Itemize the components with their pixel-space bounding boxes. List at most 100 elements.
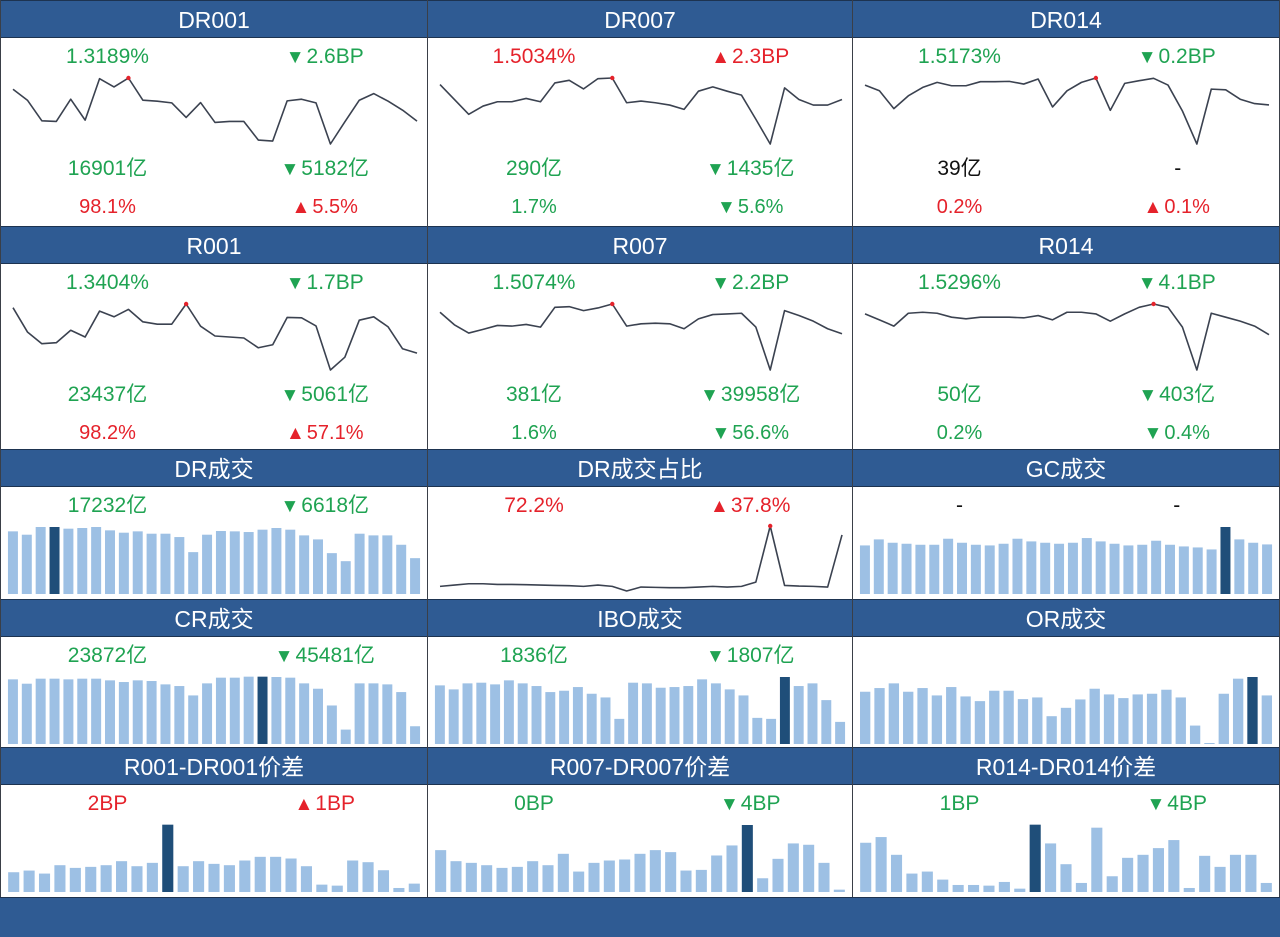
bar — [772, 858, 784, 892]
card-title: DR成交 — [1, 449, 427, 487]
bar — [873, 539, 884, 594]
bar — [177, 866, 189, 892]
volume-change: ▼403亿 — [1075, 383, 1279, 407]
bar — [326, 553, 337, 594]
bar — [890, 854, 903, 892]
bar — [1075, 699, 1086, 744]
bar — [1014, 888, 1026, 892]
share-change: ▼ 0.4% — [1075, 421, 1279, 445]
bar — [803, 844, 815, 892]
peak-marker — [610, 301, 615, 307]
bar — [968, 884, 980, 892]
bar — [496, 867, 508, 892]
card-title: DR001 — [1, 0, 427, 38]
card-title: R007-DR007价差 — [428, 747, 852, 785]
volume-change: ▼6618亿 — [223, 494, 427, 518]
bar — [410, 726, 421, 744]
bar — [1146, 693, 1158, 744]
bar — [787, 843, 799, 892]
bar-highlight — [162, 824, 174, 892]
bar — [448, 689, 459, 744]
bar — [362, 862, 374, 892]
rate-value: 1.5296% — [918, 271, 1001, 294]
bar — [1067, 542, 1078, 594]
bar — [859, 545, 870, 594]
volume-change: ▼5061亿 — [223, 383, 427, 407]
share-change-value: 0.1% — [1164, 196, 1210, 218]
bar — [239, 860, 251, 892]
bar — [573, 871, 585, 892]
bar — [368, 535, 379, 594]
bar — [1199, 855, 1211, 892]
bar — [271, 528, 282, 594]
card-title: R014 — [853, 226, 1279, 264]
rate-change: ▼2.2BP — [648, 271, 852, 295]
rate-value: 1.5074% — [492, 271, 576, 294]
bar — [614, 718, 625, 744]
spread-value: 0BP — [514, 792, 554, 815]
bar — [91, 678, 102, 744]
volume-bar-chart — [860, 677, 1272, 744]
bar — [1040, 542, 1051, 594]
bar — [860, 691, 871, 744]
share-change-value: 37.8% — [730, 494, 791, 517]
share-value: 1.6% — [511, 422, 557, 444]
bar — [77, 678, 88, 744]
bar — [875, 837, 887, 892]
bar — [710, 683, 721, 744]
rate-card-r007: R007 1.5074% ▼2.2BP 381亿 ▼39958亿 1.6% ▼ 5… — [427, 226, 853, 449]
bar — [105, 530, 115, 594]
bar — [1026, 541, 1037, 594]
rate-sparkline — [439, 301, 843, 371]
spread-card-007: R007-DR007价差 0BP ▼4BP — [427, 747, 853, 897]
bar — [174, 537, 185, 594]
bar — [396, 544, 407, 594]
bar — [695, 869, 707, 892]
bar — [600, 697, 611, 744]
bar — [382, 684, 393, 744]
share-value: 98.1% — [79, 196, 136, 218]
bar — [38, 873, 51, 892]
bar — [1091, 827, 1103, 892]
bar — [818, 862, 830, 892]
bar-highlight — [1220, 527, 1231, 594]
card-title: IBO成交 — [428, 599, 852, 637]
volume-change-value: 39958亿 — [720, 383, 801, 406]
bar — [559, 690, 570, 744]
bar — [118, 682, 129, 744]
bar — [1234, 539, 1245, 594]
bar — [1261, 695, 1272, 744]
down-arrow-icon: ▼ — [274, 646, 294, 667]
bar — [316, 884, 328, 892]
rate-card-dr014: DR014 1.5173% ▼0.2BP 39亿 - 0.2% ▲ 0.1% — [852, 0, 1280, 226]
bar — [1206, 549, 1217, 594]
volume-change: ▼1435亿 — [648, 157, 852, 181]
bar — [1137, 854, 1149, 892]
bar — [202, 534, 213, 594]
card-body: 1.5296% ▼4.1BP 50亿 ▼403亿 0.2% ▼ 0.4% — [853, 264, 1279, 449]
bar — [49, 678, 60, 744]
bar — [21, 534, 32, 594]
card-body: 1BP ▼4BP — [853, 785, 1279, 897]
bar — [1045, 843, 1057, 892]
bar — [1161, 689, 1172, 744]
bar — [1137, 544, 1148, 594]
bar — [299, 683, 310, 744]
bar — [711, 855, 723, 892]
bar — [1017, 699, 1029, 744]
bar — [299, 535, 310, 594]
bar — [572, 687, 583, 744]
bar — [300, 866, 312, 892]
bar — [766, 718, 777, 744]
bar — [1060, 864, 1072, 892]
bar — [1183, 887, 1195, 892]
bar — [917, 688, 928, 744]
bar — [974, 701, 986, 744]
bar — [408, 883, 420, 892]
rate-change-value: 2.2BP — [732, 271, 790, 294]
bar — [100, 865, 112, 892]
bar — [906, 873, 918, 892]
volume-value: 50亿 — [937, 383, 982, 406]
bar — [393, 887, 405, 892]
rate-change-value: 0.2BP — [1158, 45, 1216, 68]
